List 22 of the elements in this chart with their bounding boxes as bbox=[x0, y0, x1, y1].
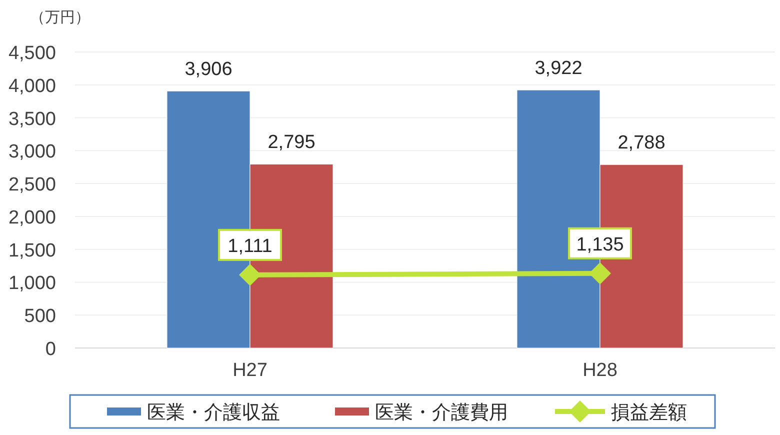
x-tick-label: H28 bbox=[582, 360, 618, 381]
y-tick-label: 500 bbox=[24, 306, 56, 328]
y-axis-title: （万円） bbox=[30, 9, 90, 26]
data-label: 2,795 bbox=[268, 132, 316, 154]
y-tick-label: 0 bbox=[45, 339, 56, 360]
y-tick-label: 2,500 bbox=[8, 174, 56, 196]
y-tick-label: 1,500 bbox=[8, 240, 56, 262]
y-tick-label: 3,500 bbox=[8, 108, 56, 130]
y-tick-label: 1,000 bbox=[8, 273, 56, 294]
data-label: 2,788 bbox=[618, 132, 666, 154]
y-tick-label: 4,500 bbox=[8, 43, 56, 64]
data-label: 3,906 bbox=[184, 59, 232, 80]
data-label: 1,111 bbox=[228, 236, 272, 257]
data-label: 3,922 bbox=[534, 58, 582, 80]
y-tick-label: 2,000 bbox=[8, 207, 56, 228]
x-tick-label: H27 bbox=[232, 360, 268, 381]
legend-label: 損益差額 bbox=[611, 402, 687, 424]
y-tick-label: 4,000 bbox=[8, 76, 56, 97]
data-label: 1,135 bbox=[576, 234, 624, 256]
legend-label: 医業・介護費用 bbox=[375, 402, 508, 424]
legend-label: 医業・介護収益 bbox=[147, 402, 280, 424]
y-tick-label: 3,000 bbox=[8, 142, 56, 163]
